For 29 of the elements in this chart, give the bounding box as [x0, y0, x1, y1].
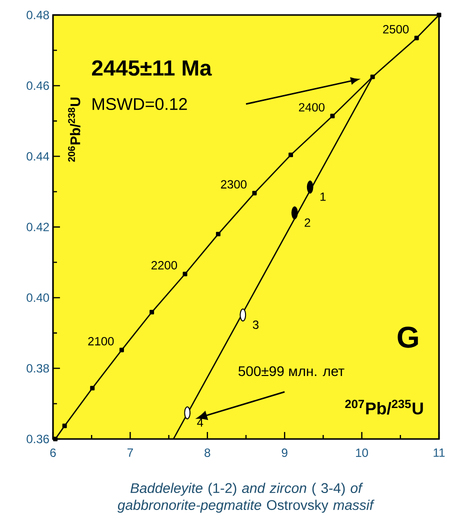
y-tick-label: 0.36: [26, 434, 49, 444]
annotation: 2: [304, 218, 310, 227]
annotation: MSWD=0.12: [92, 98, 187, 110]
annotation: 3: [252, 320, 259, 329]
y-tick-label: 0.44: [26, 152, 50, 161]
x-tick-label: 9: [282, 448, 288, 457]
x-tick-label: 6: [50, 448, 56, 457]
y-tick-label: 0.48: [26, 10, 49, 20]
x-tick-label: 10: [356, 448, 368, 457]
x-axis-title: $^{207}$Pb/$^{235}$U: [345, 400, 423, 415]
annotation: 500±99 млн. лет: [238, 366, 344, 376]
annotation: 4: [197, 418, 204, 427]
annotation: 2445±11 Ma: [92, 60, 212, 76]
text: Baddeleyite (1-2) and zircon ( 3-4) of gabbronorite-pegmatite Ostrovsky massif: [118, 482, 374, 513]
x-tick-label: 8: [204, 448, 210, 457]
y-tick-label: 0.38: [26, 364, 49, 373]
annotation: 1: [320, 192, 326, 201]
x-tick-label: 11: [434, 448, 445, 457]
annotation: 2400: [298, 103, 324, 112]
annotation: 2200: [152, 261, 178, 270]
y-tick-label: 0.46: [26, 81, 49, 90]
annotation: G: [398, 326, 418, 348]
y-axis-title: $^{206}$Pb/$^{238}$U: [68, 98, 80, 162]
annotation: 2500: [383, 24, 409, 34]
y-tick-label: 0.42: [26, 222, 49, 232]
annotation: 2100: [88, 336, 114, 346]
annotation: 2300: [220, 180, 247, 189]
y-tick-label: 0.40: [26, 293, 50, 302]
x-tick-label: 7: [127, 448, 133, 457]
